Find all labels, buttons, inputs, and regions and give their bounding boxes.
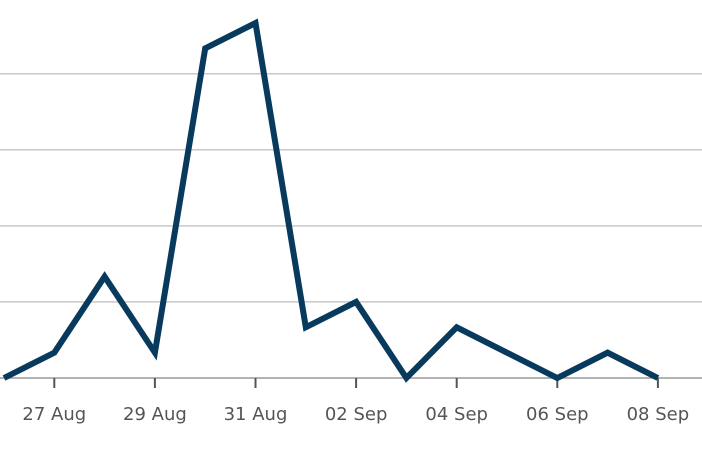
x-tick-label-1: 29 Aug (123, 404, 187, 425)
x-tick-label-6: 08 Sep (627, 404, 690, 425)
x-tick-label-4: 04 Sep (425, 404, 488, 425)
series-group (2, 18, 660, 383)
series-line-0 (2, 18, 660, 383)
x-tick-label-3: 02 Sep (325, 404, 388, 425)
x-axis-tick-labels: 27 Aug 29 Aug 31 Aug 02 Sep 04 Sep 06 Sep 08 S… (22, 404, 689, 425)
x-tick-label-2: 31 Aug (224, 404, 288, 425)
gridlines (0, 72, 702, 303)
x-axis-ticks (53, 378, 659, 388)
x-tick-label-0: 27 Aug (22, 404, 86, 425)
x-tick-label-5: 06 Sep (526, 404, 589, 425)
